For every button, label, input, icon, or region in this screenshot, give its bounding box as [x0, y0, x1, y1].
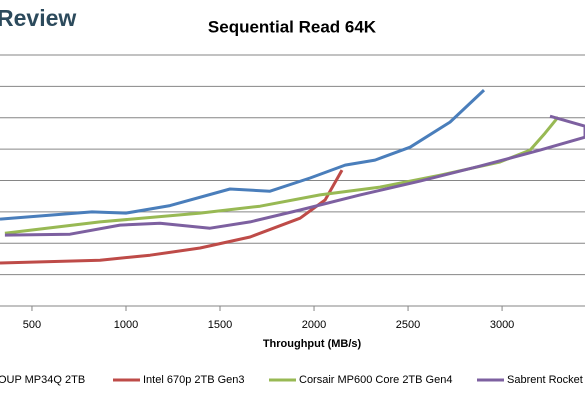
x-tick-label: 1500 [208, 319, 232, 331]
x-tick-label: 3000 [490, 319, 514, 331]
x-axis-label: Throughput (MB/s) [263, 338, 362, 350]
x-tick-label: 1000 [114, 319, 138, 331]
legend-label: Corsair MP600 Core 2TB Gen4 [299, 374, 452, 386]
x-tick-label: 2500 [396, 319, 420, 331]
series-line [4, 114, 585, 237]
x-tick-label: 2000 [302, 319, 326, 331]
legend-label: Intel 670p 2TB Gen3 [143, 374, 245, 386]
legend-label: Sabrent Rocket [507, 374, 583, 386]
plot-area [0, 89, 585, 265]
series-line [0, 169, 344, 265]
series-line [4, 116, 560, 235]
x-tick-label: 500 [23, 319, 41, 331]
chart-title: Sequential Read 64K [208, 17, 377, 36]
series-line [0, 89, 486, 221]
brand: Review [0, 5, 76, 31]
legend-label: ROUP MP34Q 2TB [0, 374, 85, 386]
